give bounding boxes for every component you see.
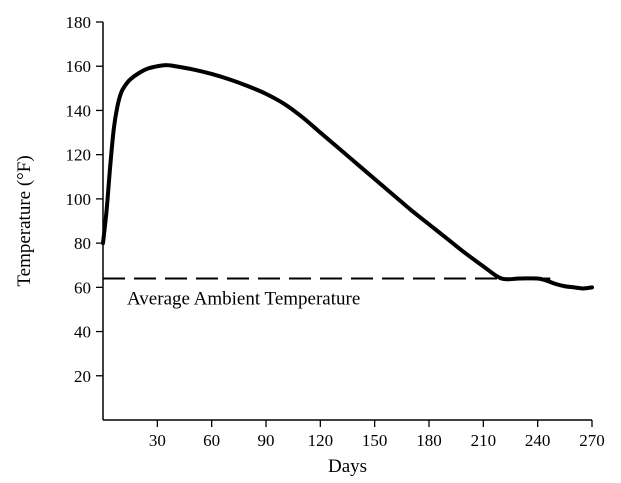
x-tick-label: 270 (579, 431, 605, 450)
y-tick-label: 120 (66, 146, 92, 165)
ticks: 20 40 60 80 100 120 140 160 180 30 60 90 120 150 180 21… (66, 13, 605, 450)
x-tick-label: 30 (149, 431, 166, 450)
temperature-series-line (101, 63, 594, 291)
y-tick-label: 60 (74, 278, 91, 297)
x-tick-label: 60 (203, 431, 220, 450)
x-tick-label: 240 (525, 431, 551, 450)
y-tick-label: 20 (74, 367, 91, 386)
y-tick-label: 180 (66, 13, 92, 32)
series-layer (101, 63, 594, 291)
x-axis-title: Days (328, 456, 367, 477)
x-tick-label: 150 (362, 431, 388, 450)
x-tick-label: 90 (258, 431, 275, 450)
axes (102, 22, 592, 421)
x-tick-label: 180 (416, 431, 442, 450)
y-axis-title: Temperature (°F) (14, 155, 35, 286)
x-tick-label: 210 (471, 431, 497, 450)
reference-line-label: Average Ambient Temperature (127, 288, 360, 309)
reference-lines: Average Ambient Temperature (103, 277, 551, 309)
y-tick-label: 140 (66, 101, 92, 120)
x-tick-label: 120 (308, 431, 334, 450)
y-tick-label: 160 (66, 57, 92, 76)
y-tick-label: 80 (74, 234, 91, 253)
y-tick-label: 100 (66, 190, 92, 209)
y-tick-label: 40 (74, 323, 91, 342)
